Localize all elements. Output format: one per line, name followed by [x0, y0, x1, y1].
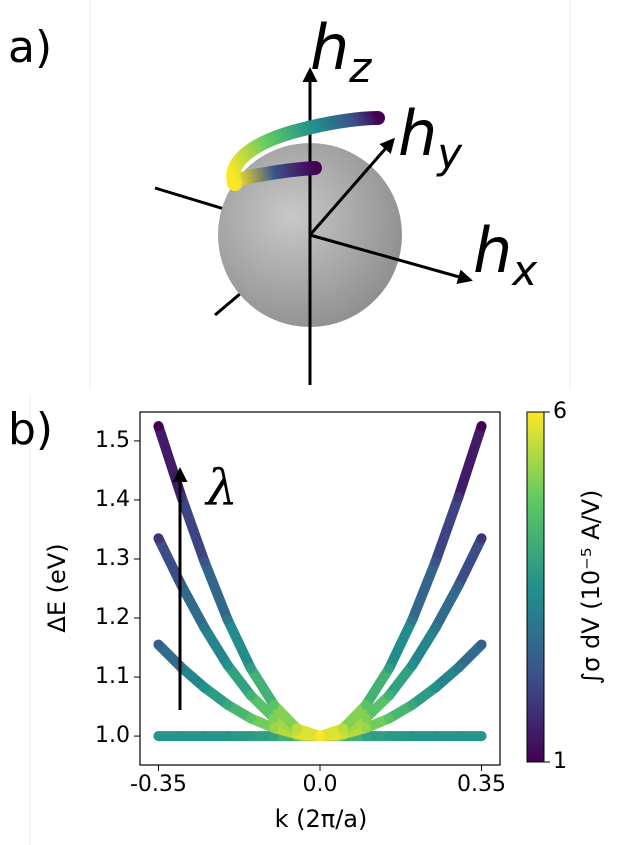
curve-segment	[435, 586, 458, 629]
data-point	[477, 640, 487, 650]
data-point	[200, 623, 210, 633]
data-point	[315, 731, 325, 741]
curve-segment	[158, 538, 181, 585]
colorbar-tick-label: 6	[553, 399, 567, 424]
axis-label: hy	[398, 97, 463, 177]
data-point	[200, 557, 210, 567]
y-tick-label: 1.3	[95, 546, 130, 571]
data-point	[269, 700, 279, 710]
axis-label: hz	[310, 11, 372, 91]
data-point	[430, 731, 440, 741]
data-point	[430, 557, 440, 567]
curve-segment	[182, 586, 205, 629]
y-tick-label: 1.5	[95, 428, 130, 453]
data-point	[477, 731, 487, 741]
colorbar-tick-label: 1	[553, 749, 567, 774]
curve-segment	[205, 562, 228, 620]
data-point	[153, 533, 163, 543]
panel-label: b)	[8, 404, 53, 455]
curve-segment	[389, 620, 412, 668]
curve-segment	[435, 497, 458, 562]
plot-frame	[140, 412, 500, 765]
data-point	[200, 683, 210, 693]
data-point	[246, 690, 256, 700]
axis-label-main: h	[310, 11, 349, 84]
data-point	[177, 581, 187, 591]
data-point	[153, 731, 163, 741]
data-point	[407, 660, 417, 670]
axis-label-sub: z	[348, 43, 372, 92]
axis-label-main: h	[473, 214, 512, 287]
data-point	[453, 581, 463, 591]
curve-segment	[205, 628, 228, 665]
data-point	[453, 731, 463, 741]
y-axis-label: ΔE (eV)	[43, 543, 71, 632]
data-point	[430, 623, 440, 633]
curve-segment	[458, 538, 481, 585]
y-tick-label: 1.0	[95, 723, 130, 748]
x-tick-label: 0.0	[303, 772, 338, 797]
figure: a) hz hy hx b) k (2π/a) ΔE (eV) ∫σ dV (1…	[0, 0, 624, 845]
data-point	[477, 533, 487, 543]
curve-segment	[228, 620, 251, 668]
axis-label: hx	[473, 214, 538, 294]
x-axis-label: k (2π/a)	[275, 805, 368, 833]
y-tick-label: 1.2	[95, 605, 130, 630]
data-point	[246, 713, 256, 723]
data-point	[223, 615, 233, 625]
axis-label-sub: y	[435, 129, 463, 178]
x-tick-label: 0.35	[457, 772, 506, 797]
data-point	[407, 731, 417, 741]
data-point	[246, 663, 256, 673]
y-tick-label: 1.1	[95, 664, 130, 689]
data-point	[384, 690, 394, 700]
data-point	[453, 663, 463, 673]
axis-label-main: h	[398, 97, 437, 170]
data-point	[453, 492, 463, 502]
colorbar	[527, 412, 544, 762]
data-point	[177, 663, 187, 673]
annotation: λ	[204, 459, 238, 517]
data-point	[153, 421, 163, 431]
x-tick-label: -0.35	[130, 772, 187, 797]
curve-segment	[182, 497, 205, 562]
data-point	[246, 731, 256, 741]
data-point	[292, 723, 302, 733]
data-point	[361, 700, 371, 710]
data-point	[223, 700, 233, 710]
data-point	[200, 731, 210, 741]
curve-segment	[458, 426, 481, 497]
curve-segment	[412, 628, 435, 665]
data-point	[338, 723, 348, 733]
colorbar-label: ∫σ dV (10⁻⁵ A/V)	[577, 490, 605, 685]
curve-segment	[158, 426, 181, 497]
curve-segment	[412, 562, 435, 620]
data-point	[153, 640, 163, 650]
data-point	[407, 700, 417, 710]
data-point	[223, 660, 233, 670]
data-point	[384, 663, 394, 673]
data-point	[384, 713, 394, 723]
data-point	[223, 731, 233, 741]
data-point	[430, 683, 440, 693]
data-point	[177, 492, 187, 502]
data-point	[477, 421, 487, 431]
data-point	[177, 731, 187, 741]
panel-label: a)	[8, 22, 52, 73]
data-point	[384, 731, 394, 741]
data-point	[407, 615, 417, 625]
y-tick-label: 1.4	[95, 487, 130, 512]
axis-label-sub: x	[510, 246, 538, 295]
